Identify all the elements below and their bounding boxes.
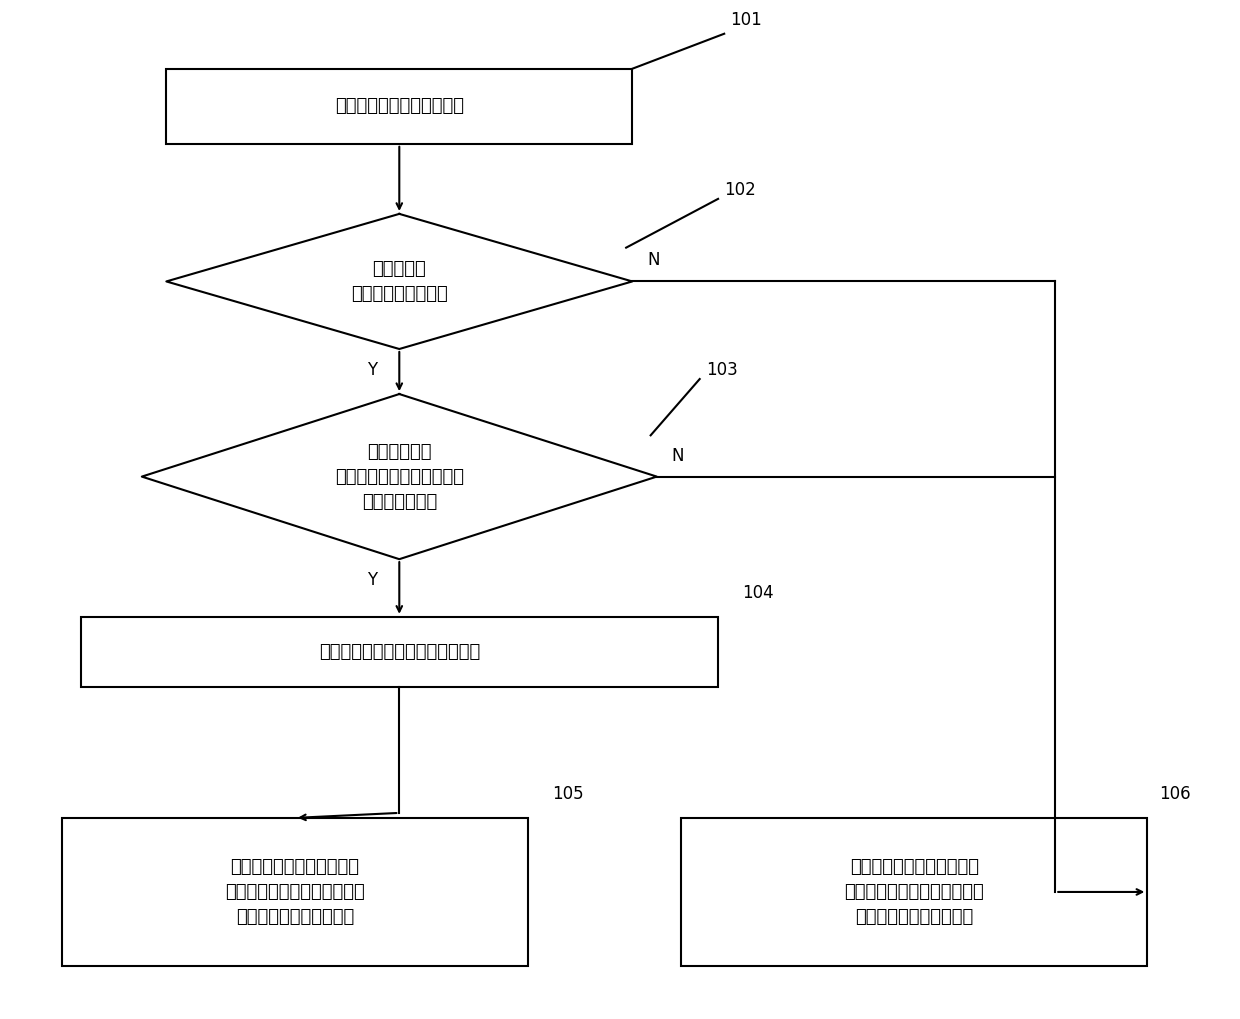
Polygon shape bbox=[166, 214, 632, 348]
Text: 根据接收的同步时标调整本地时间: 根据接收的同步时标调整本地时间 bbox=[319, 643, 480, 660]
Text: 同步时标来源
节点优先级编号是否高于本
节点优先级编号: 同步时标来源 节点优先级编号是否高于本 节点优先级编号 bbox=[335, 442, 464, 511]
FancyBboxPatch shape bbox=[62, 818, 528, 966]
Text: 104: 104 bbox=[743, 584, 774, 601]
Text: 101: 101 bbox=[730, 11, 763, 29]
Text: 103: 103 bbox=[706, 361, 738, 379]
Text: N: N bbox=[647, 252, 660, 269]
Text: 监听其它节点的同步时标。: 监听其它节点的同步时标。 bbox=[335, 97, 464, 115]
Text: N: N bbox=[672, 446, 684, 465]
Text: 105: 105 bbox=[553, 785, 584, 803]
FancyBboxPatch shape bbox=[166, 68, 632, 144]
FancyBboxPatch shape bbox=[681, 818, 1147, 966]
Text: 102: 102 bbox=[724, 180, 756, 199]
Text: 选择时间点向其它节点发送
同步时标（携带本地时间信息
和本地节点优先级编号）: 选择时间点向其它节点发送 同步时标（携带本地时间信息 和本地节点优先级编号） bbox=[844, 858, 985, 926]
Text: Y: Y bbox=[367, 572, 377, 589]
Text: 选择时间点向其它节点发送
同步时标（携带本地时间信息
和来源节点优先级编号）: 选择时间点向其它节点发送 同步时标（携带本地时间信息 和来源节点优先级编号） bbox=[226, 858, 365, 926]
FancyBboxPatch shape bbox=[81, 616, 718, 687]
Text: 是否接收到
其它节点的同步时标: 是否接收到 其它节点的同步时标 bbox=[351, 260, 448, 303]
Text: Y: Y bbox=[367, 361, 377, 379]
Polygon shape bbox=[141, 394, 657, 559]
Text: 106: 106 bbox=[1159, 785, 1192, 803]
